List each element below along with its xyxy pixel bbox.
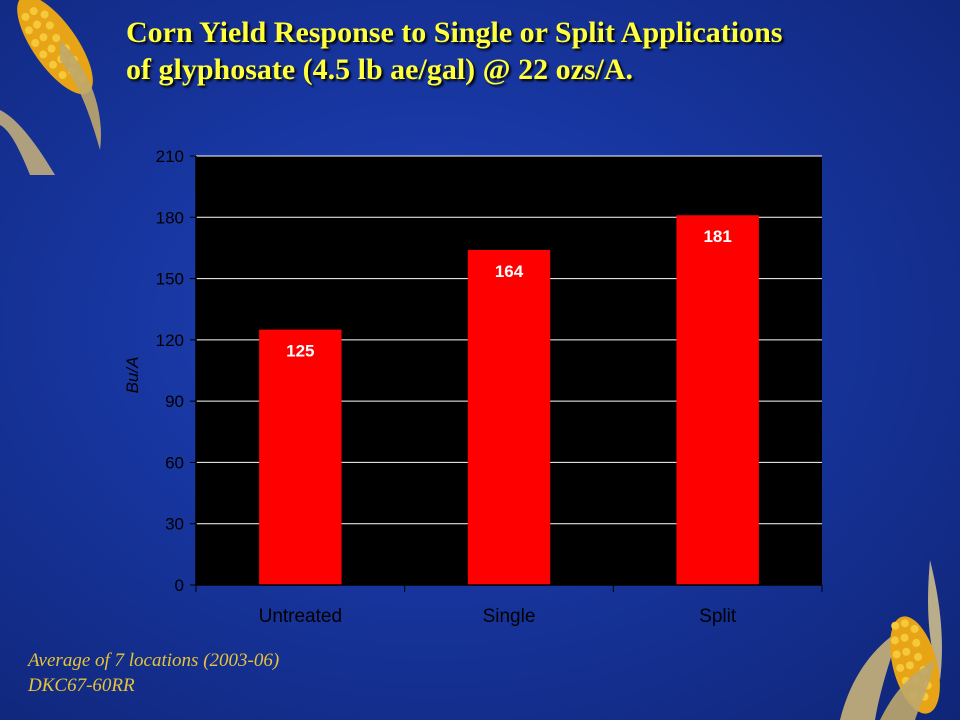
bar-single bbox=[467, 249, 551, 585]
y-axis-label: Bu/A bbox=[123, 357, 142, 394]
footnote-line-1: Average of 7 locations (2003-06) bbox=[28, 650, 280, 671]
y-tick-label: 150 bbox=[156, 270, 184, 289]
y-tick-label: 0 bbox=[175, 576, 184, 595]
data-label: 181 bbox=[703, 227, 731, 246]
y-tick-label: 30 bbox=[165, 515, 184, 534]
data-label: 164 bbox=[495, 262, 524, 281]
slide-title-line-2: of glyphosate (4.5 lb ae/gal) @ 22 ozs/A… bbox=[126, 53, 634, 86]
footnote: Average of 7 locations (2003-06) DKC67-6… bbox=[28, 648, 448, 698]
bar-untreated bbox=[259, 329, 342, 585]
y-tick-label: 90 bbox=[165, 392, 184, 411]
slide-title: Corn Yield Response to Single or Split A… bbox=[126, 14, 956, 88]
data-labels: 125 164 181 bbox=[286, 227, 732, 360]
y-tick-label: 120 bbox=[156, 331, 184, 350]
footnote-line-2: DKC67-60RR bbox=[28, 675, 135, 696]
bars bbox=[259, 215, 759, 585]
y-tick-label: 180 bbox=[156, 208, 184, 227]
x-tick-label: Split bbox=[699, 606, 737, 627]
x-tick-label: Single bbox=[483, 606, 536, 627]
axes bbox=[190, 155, 823, 592]
data-label: 125 bbox=[286, 342, 314, 361]
y-tick-label: 210 bbox=[156, 147, 184, 166]
x-tick-label: Untreated bbox=[259, 606, 342, 627]
x-tick-labels: Untreated Single Split bbox=[259, 606, 737, 627]
corn-cob-top-left-icon bbox=[0, 0, 101, 175]
y-tick-labels: 0 30 60 90 120 150 180 210 bbox=[156, 147, 184, 595]
corn-cob-bottom-right-icon bbox=[840, 560, 942, 720]
slide-title-line-1: Corn Yield Response to Single or Split A… bbox=[126, 16, 783, 49]
y-tick-label: 60 bbox=[165, 453, 184, 472]
bar-split bbox=[676, 215, 759, 585]
